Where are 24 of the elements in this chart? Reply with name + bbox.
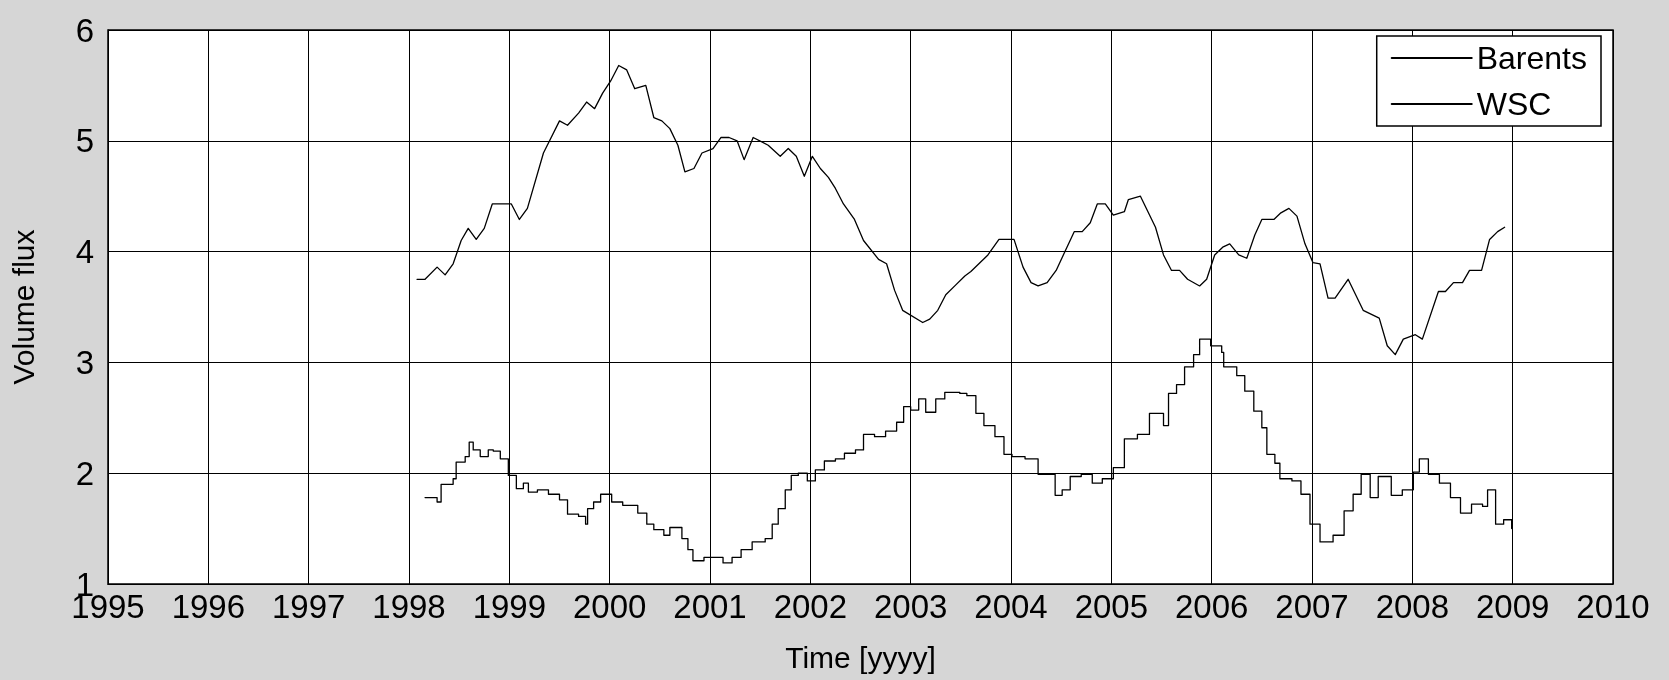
legend-label: WSC: [1476, 86, 1552, 122]
y-axis-title: Volume flux: [6, 229, 40, 385]
y-tick-label: 2: [75, 454, 94, 492]
x-tick-label: 2005: [1074, 588, 1149, 625]
y-tick-label: 5: [75, 122, 94, 160]
y-tick-label: 6: [75, 11, 94, 49]
x-tick-label: 2010: [1576, 588, 1650, 625]
x-tick-label: 1998: [372, 588, 446, 625]
x-tick-label: 2000: [572, 588, 647, 625]
x-tick-label: 2007: [1275, 588, 1349, 625]
x-tick-label: 2006: [1174, 588, 1249, 625]
x-tick-label: 2009: [1475, 588, 1550, 625]
x-tick-label: 2001: [673, 588, 747, 625]
x-tick-label: 2004: [974, 588, 1048, 625]
x-tick-label: 1997: [271, 588, 346, 625]
x-tick-label: 2002: [773, 588, 848, 625]
y-tick-label: 3: [75, 343, 94, 381]
x-tick-label: 2008: [1375, 588, 1450, 625]
x-tick-label: 1996: [171, 588, 246, 625]
y-tick-label: 4: [75, 233, 94, 271]
x-tick-label: 1999: [472, 588, 547, 625]
legend-label: Barents: [1476, 40, 1587, 76]
x-axis-title: Time [yyyy]: [785, 640, 936, 674]
x-tick-label: 2003: [873, 588, 948, 625]
